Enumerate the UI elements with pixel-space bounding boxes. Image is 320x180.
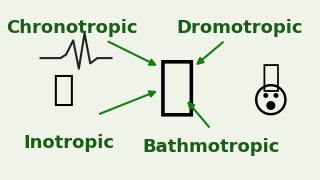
Text: 😮: 😮 (252, 85, 289, 119)
Text: Bathmotropic: Bathmotropic (142, 138, 279, 156)
Text: Inotropic: Inotropic (23, 134, 115, 152)
Text: 🫀: 🫀 (157, 55, 196, 118)
Text: Chronotropic: Chronotropic (6, 19, 138, 37)
Text: Dromotropic: Dromotropic (176, 19, 302, 37)
Text: 💪: 💪 (52, 73, 74, 107)
Text: 🏍: 🏍 (261, 63, 279, 92)
